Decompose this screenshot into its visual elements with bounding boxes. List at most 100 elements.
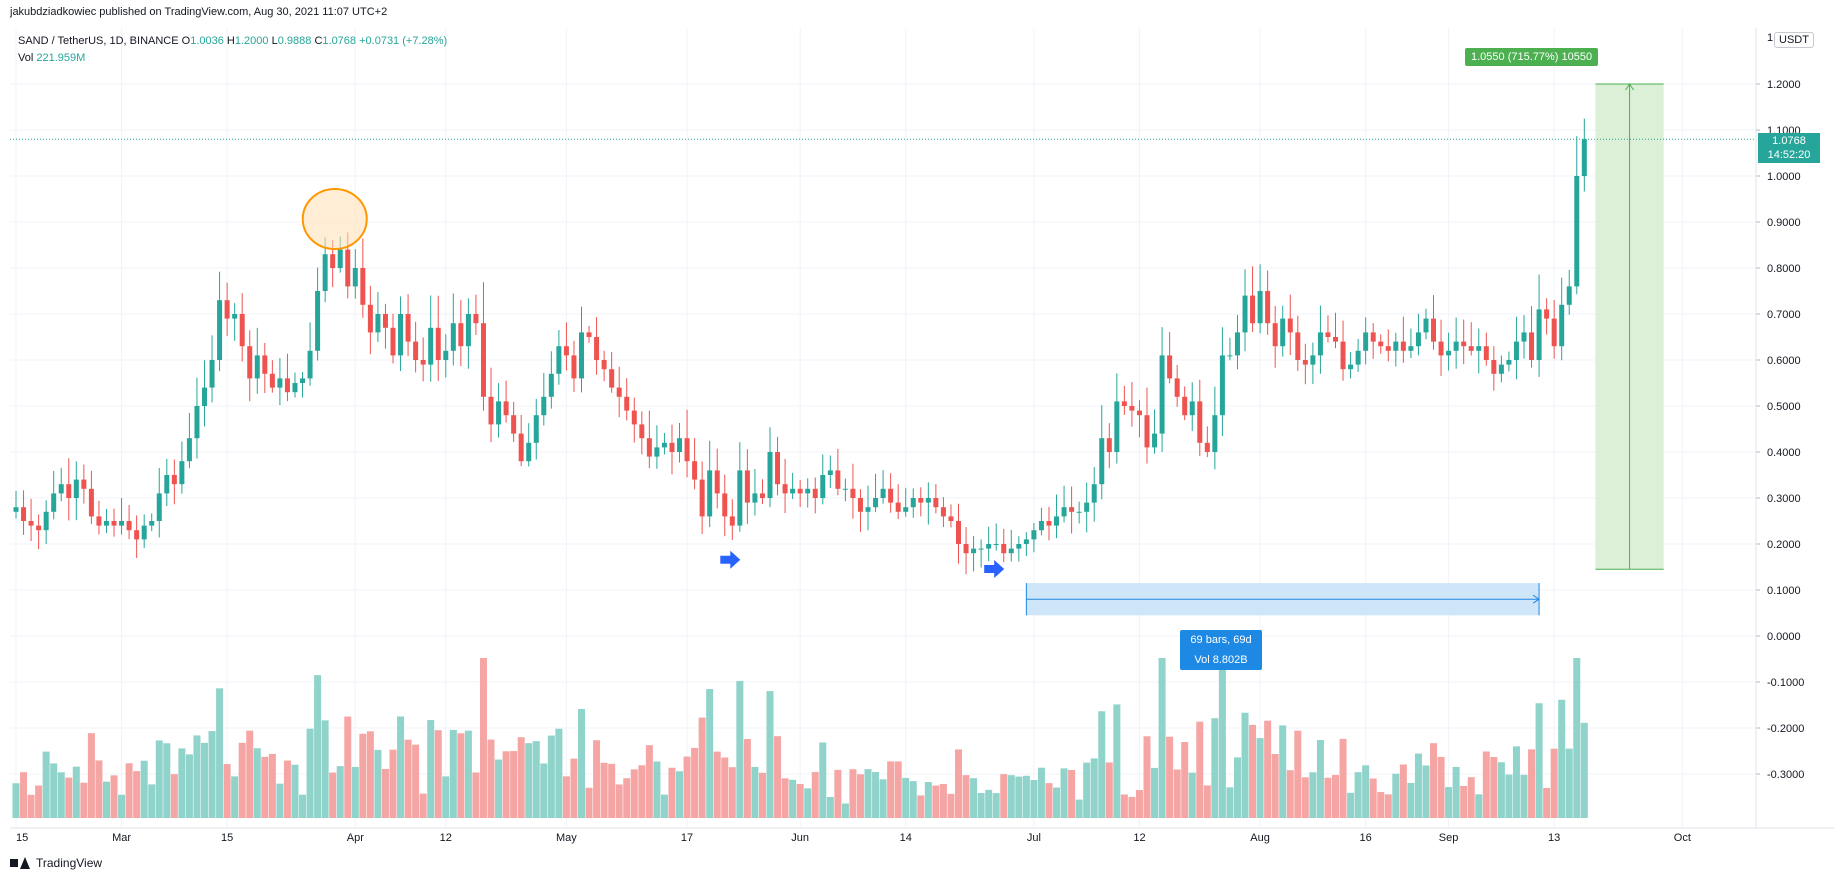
gain-label[interactable]: 1.0550 (715.77%) 10550: [1465, 48, 1598, 66]
time-axis-label: Oct: [1674, 832, 1691, 844]
volume-bar: [880, 779, 887, 818]
candle-body: [89, 489, 94, 517]
candle-body: [1265, 291, 1270, 323]
candle-body: [247, 346, 252, 378]
candle-body: [119, 521, 124, 526]
volume-value: 221.959M: [36, 52, 85, 64]
candle-body: [473, 314, 478, 323]
candle-body: [571, 355, 576, 378]
price-chart[interactable]: 1.20001.10001.00000.90000.80000.70000.60…: [0, 0, 1834, 882]
candle-body: [579, 332, 584, 378]
volume-bar: [1483, 751, 1490, 818]
candle-body: [850, 489, 855, 498]
volume-bar: [284, 761, 291, 818]
candle-body: [1243, 296, 1248, 333]
volume-label[interactable]: Vol: [18, 52, 33, 64]
volume-bar: [73, 767, 80, 818]
candle-body: [881, 489, 886, 498]
volume-bar: [1151, 768, 1158, 818]
time-axis-label: 12: [1133, 832, 1145, 844]
candle-body: [443, 351, 448, 360]
candle-body: [911, 498, 916, 507]
volume-bar: [1196, 722, 1203, 818]
candle-body: [315, 291, 320, 351]
candle-body: [1069, 507, 1074, 512]
candle-body: [737, 470, 742, 525]
volume-bar: [193, 735, 200, 818]
date-range-label[interactable]: 69 bars, 69d Vol 8.802B: [1180, 630, 1262, 670]
time-axis-label: Apr: [347, 832, 364, 844]
volume-bar: [1385, 794, 1392, 818]
candle-body: [451, 323, 456, 351]
volume-bar: [141, 761, 148, 818]
candle-body: [685, 438, 690, 461]
candle-body: [1476, 346, 1481, 351]
volume-bar: [653, 762, 660, 818]
candle-body: [986, 544, 991, 549]
candle-body: [383, 314, 388, 328]
volume-bar: [616, 784, 623, 818]
volume-bar: [322, 720, 329, 818]
candle-body: [1009, 549, 1014, 554]
volume-bar: [1219, 662, 1226, 818]
volume-bar: [751, 767, 758, 818]
price-axis-label: 0.7000: [1767, 309, 1801, 321]
volume-bar: [1415, 754, 1422, 818]
candle-body: [1348, 365, 1353, 370]
volume-bar: [329, 773, 336, 818]
symbol-name[interactable]: SAND / TetherUS, 1D, BINANCE: [18, 35, 179, 47]
volume-bar: [729, 767, 736, 818]
volume-bar: [1091, 758, 1098, 818]
volume-bar: [209, 731, 216, 818]
volume-bar: [1309, 772, 1316, 818]
candle-body: [534, 415, 539, 443]
volume-bar: [405, 740, 412, 818]
candle-body: [406, 314, 411, 342]
volume-bar: [978, 793, 985, 818]
volume-bar: [103, 782, 110, 818]
candle-body: [1439, 342, 1444, 356]
volume-bar: [1174, 769, 1181, 818]
candle-body: [240, 314, 245, 346]
candle-body: [888, 489, 893, 503]
volume-bar: [872, 772, 879, 818]
volume-bar: [95, 760, 102, 818]
candle-body: [971, 549, 976, 554]
volume-bar: [1204, 785, 1211, 818]
arrow-icon: [984, 560, 1004, 578]
volume-bar: [925, 782, 932, 818]
volume-bar: [1211, 718, 1218, 818]
volume-bar: [1068, 770, 1075, 818]
candle-body: [1197, 401, 1202, 442]
candle-body: [1054, 516, 1059, 525]
volume-bar: [118, 795, 125, 818]
candle-body: [1220, 355, 1225, 415]
volume-bar: [1136, 790, 1143, 818]
volume-bar: [1430, 743, 1437, 818]
candle-body: [1559, 305, 1564, 346]
volume-bar: [601, 763, 608, 818]
volume-bar: [638, 765, 645, 818]
candle-body: [1416, 332, 1421, 346]
volume-bar: [1242, 713, 1249, 818]
candle-body: [172, 475, 177, 484]
candle-body: [398, 314, 403, 355]
volume-bar: [1226, 787, 1233, 818]
candle-body: [692, 461, 697, 479]
candle-body: [338, 250, 343, 268]
price-axis-label: 0.3000: [1767, 493, 1801, 505]
currency-button[interactable]: USDT: [1774, 32, 1814, 48]
volume-bar: [231, 776, 238, 818]
footer-brand[interactable]: TradingView: [10, 856, 102, 870]
volume-bar: [668, 768, 675, 818]
time-axis-label: 14: [900, 832, 912, 844]
volume-bar: [1551, 749, 1558, 818]
volume-bar: [1053, 788, 1060, 818]
candle-body: [157, 493, 162, 521]
volume-bar: [849, 769, 856, 818]
time-axis-label: 16: [1360, 832, 1372, 844]
low-value: 0.9888: [278, 35, 312, 47]
volume-bar: [111, 775, 118, 818]
candle-body: [14, 507, 19, 512]
volume-bar: [1121, 794, 1128, 818]
